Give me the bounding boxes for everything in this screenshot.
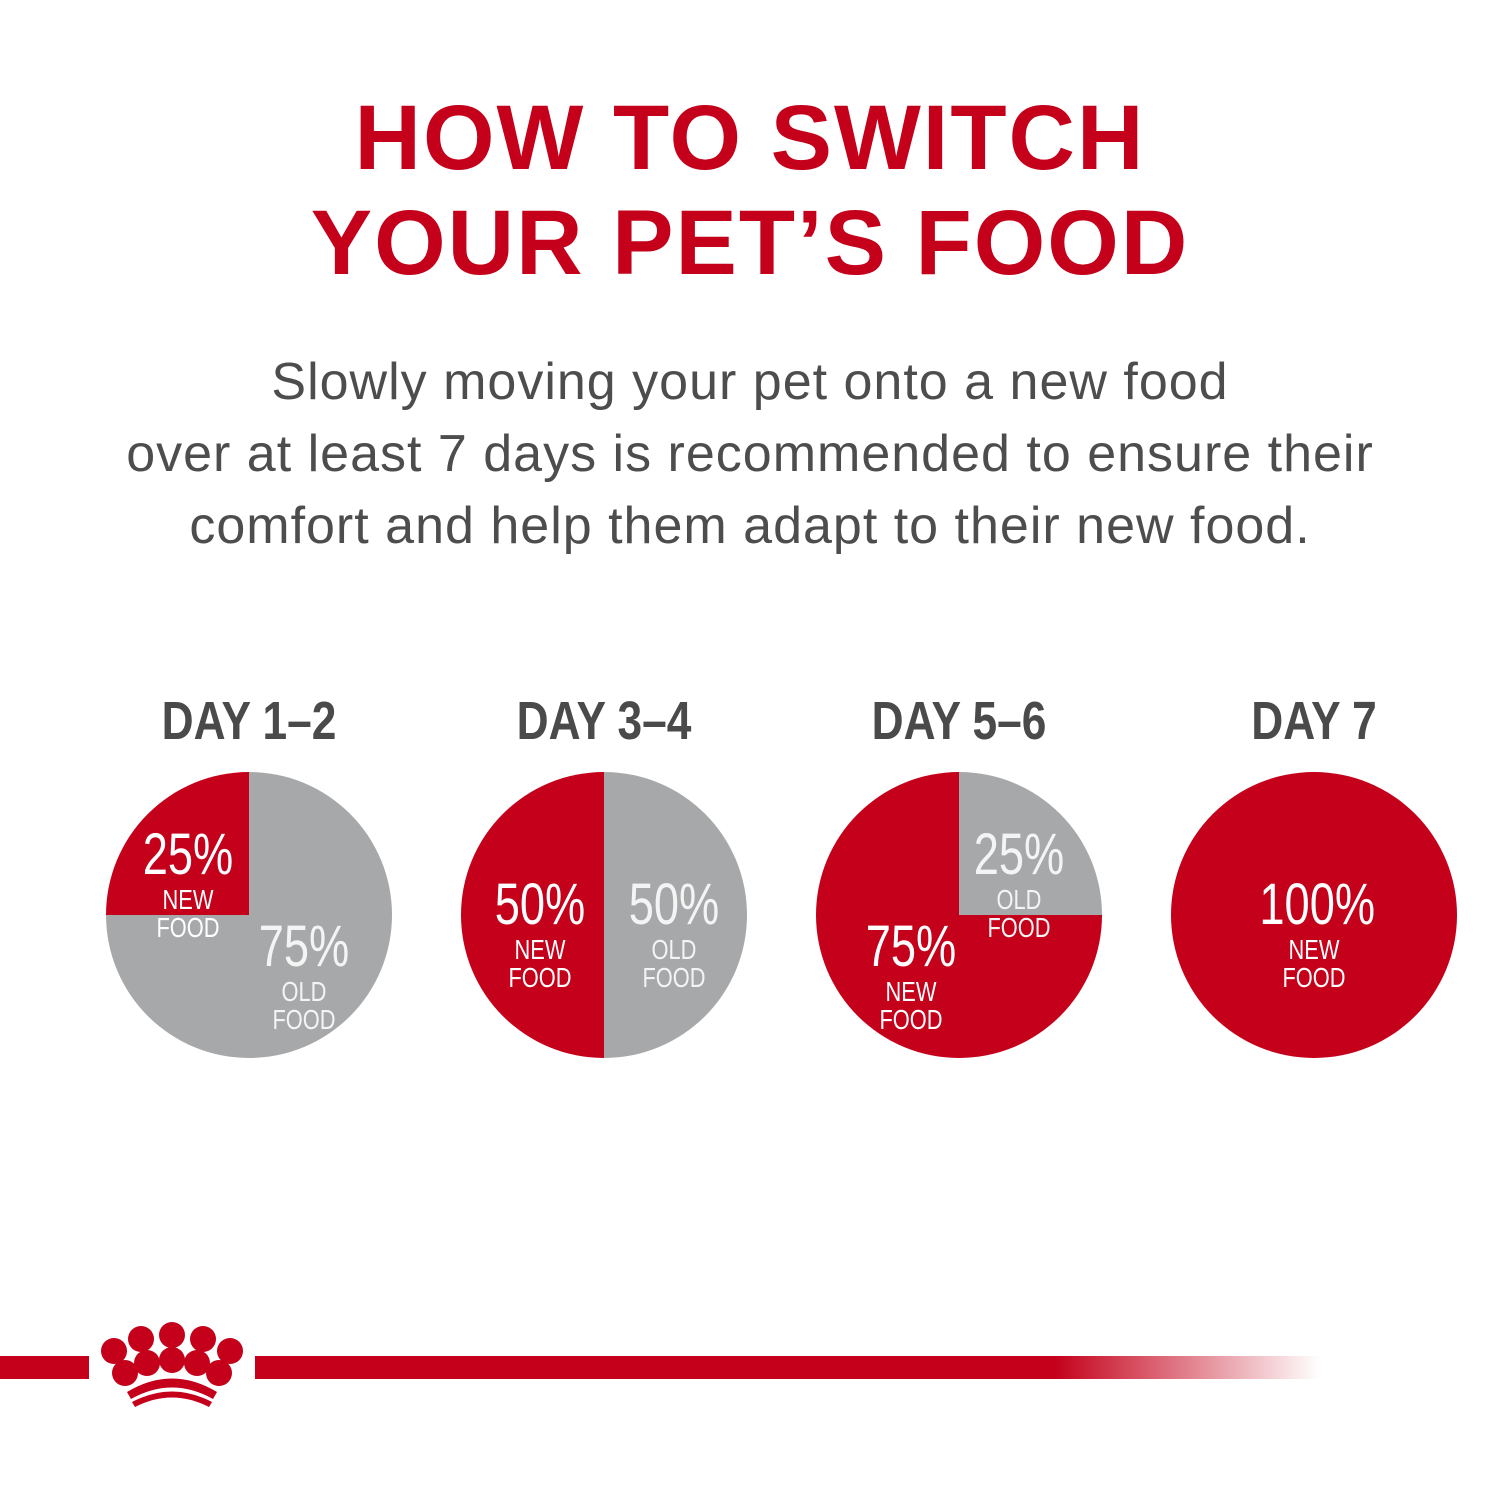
new-food-label: 50% NEW FOOD [494, 872, 586, 993]
old-food-slice [959, 772, 1102, 915]
new-food-slice [461, 772, 604, 1058]
description-line-3: comfort and help them adapt to their new… [189, 497, 1311, 555]
new-food-slice [106, 772, 249, 915]
pie-day-7: 100% NEW FOOD [1169, 770, 1459, 1060]
old-food-label: 25% OLD FOOD [973, 822, 1065, 943]
pie-chart-svg [106, 772, 392, 1058]
day-label-4: DAY 7 [1251, 691, 1377, 751]
title-line-1: HOW TO SWITCH [354, 87, 1146, 189]
crown-icon [101, 1322, 243, 1407]
new-food-slice [816, 772, 1102, 1058]
brand-line-left [0, 1356, 89, 1379]
new-food-label: 25% NEW FOOD [142, 822, 234, 943]
pie-day-3-4: 50% NEW FOOD 50% OLD FOOD [459, 770, 749, 1060]
pie-day-1-2: 25% NEW FOOD 75% OLD FOOD [104, 770, 394, 1060]
day-label-2: DAY 3–4 [516, 691, 692, 751]
old-food-slice [604, 772, 747, 1058]
new-food-label: 75% NEW FOOD [865, 914, 957, 1035]
pie-chart-svg [1171, 772, 1457, 1058]
pie-day-5-6: 75% NEW FOOD 25% OLD FOOD [814, 770, 1104, 1060]
old-food-label: 75% OLD FOOD [258, 914, 350, 1035]
pie-chart-svg [461, 772, 747, 1058]
footer-brand-bar [0, 1322, 1320, 1407]
day-label-3: DAY 5–6 [871, 691, 1047, 751]
new-food-label: 100% NEW FOOD [1259, 872, 1376, 993]
pie-chart-svg [816, 772, 1102, 1058]
description-line-1: Slowly moving your pet onto a new food [271, 353, 1229, 411]
new-food-slice [1171, 772, 1457, 1058]
old-food-label: 50% OLD FOOD [628, 872, 720, 993]
description-line-2: over at least 7 days is recommended to e… [126, 425, 1374, 483]
day-label-1: DAY 1–2 [161, 691, 337, 751]
title-line-2: YOUR PET’S FOOD [310, 192, 1190, 294]
brand-line-right [255, 1356, 1320, 1379]
